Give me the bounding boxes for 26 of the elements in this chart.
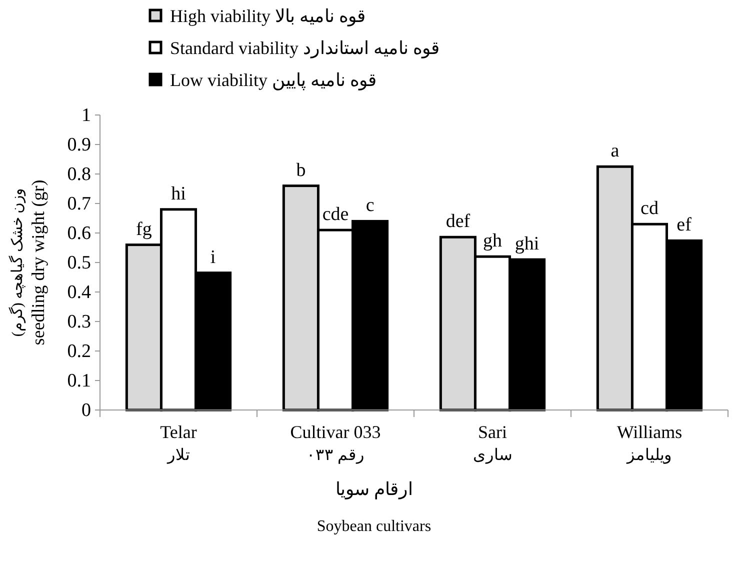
y-tick-label: 0 [82,400,91,421]
y-tick-label: 0.5 [67,252,91,274]
legend-label: Standard viability قوه نامیه استاندارد [170,38,440,59]
data-label: fg [136,218,152,240]
y-tick-label: 0.6 [67,223,91,244]
data-label: hi [171,183,186,204]
legend-label: High viability قوه نامیه بالا [170,6,366,27]
y-tick-label: 0.4 [67,282,92,303]
data-label: b [296,160,306,181]
data-label: gh [483,230,502,252]
data-label: def [446,211,471,232]
y-tick-label: 0.1 [67,370,91,392]
legend-label: Low viability قوه نامیه پایین [170,70,377,91]
y-tick-label: 0.7 [67,194,91,214]
data-label: a [610,140,620,162]
y-tick-label: 1 [82,105,91,126]
data-label: ghi [514,234,540,255]
data-label: ef [676,214,692,236]
y-tick-label: 0.8 [67,164,91,185]
y-tick-label: 0.2 [67,341,91,362]
data-label: i [210,246,216,268]
data-label: cde [322,204,349,226]
y-tick-label: 0.3 [67,312,91,332]
data-label: cd [640,198,659,220]
data-label: c [366,195,374,216]
y-tick-label: 0.9 [67,134,91,156]
